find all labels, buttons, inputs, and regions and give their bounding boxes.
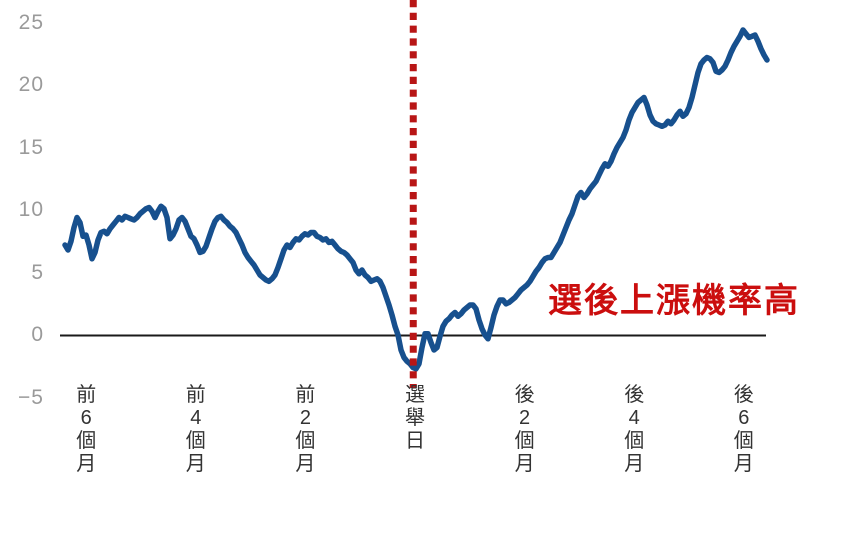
- y-tick-label: 25: [18, 10, 44, 34]
- y-tick-label: 20: [18, 73, 44, 96]
- y-tick-label: 5: [31, 260, 44, 284]
- y-tick-label: 15: [18, 135, 44, 159]
- annotation-text: 選後上漲機率高: [548, 282, 800, 320]
- y-tick-label: −5: [18, 385, 44, 409]
- y-tick-label: 10: [18, 198, 44, 221]
- y-tick-label: 0: [31, 323, 44, 346]
- x-tick-label: 選舉日: [405, 384, 425, 452]
- price-line: [62, 27, 770, 372]
